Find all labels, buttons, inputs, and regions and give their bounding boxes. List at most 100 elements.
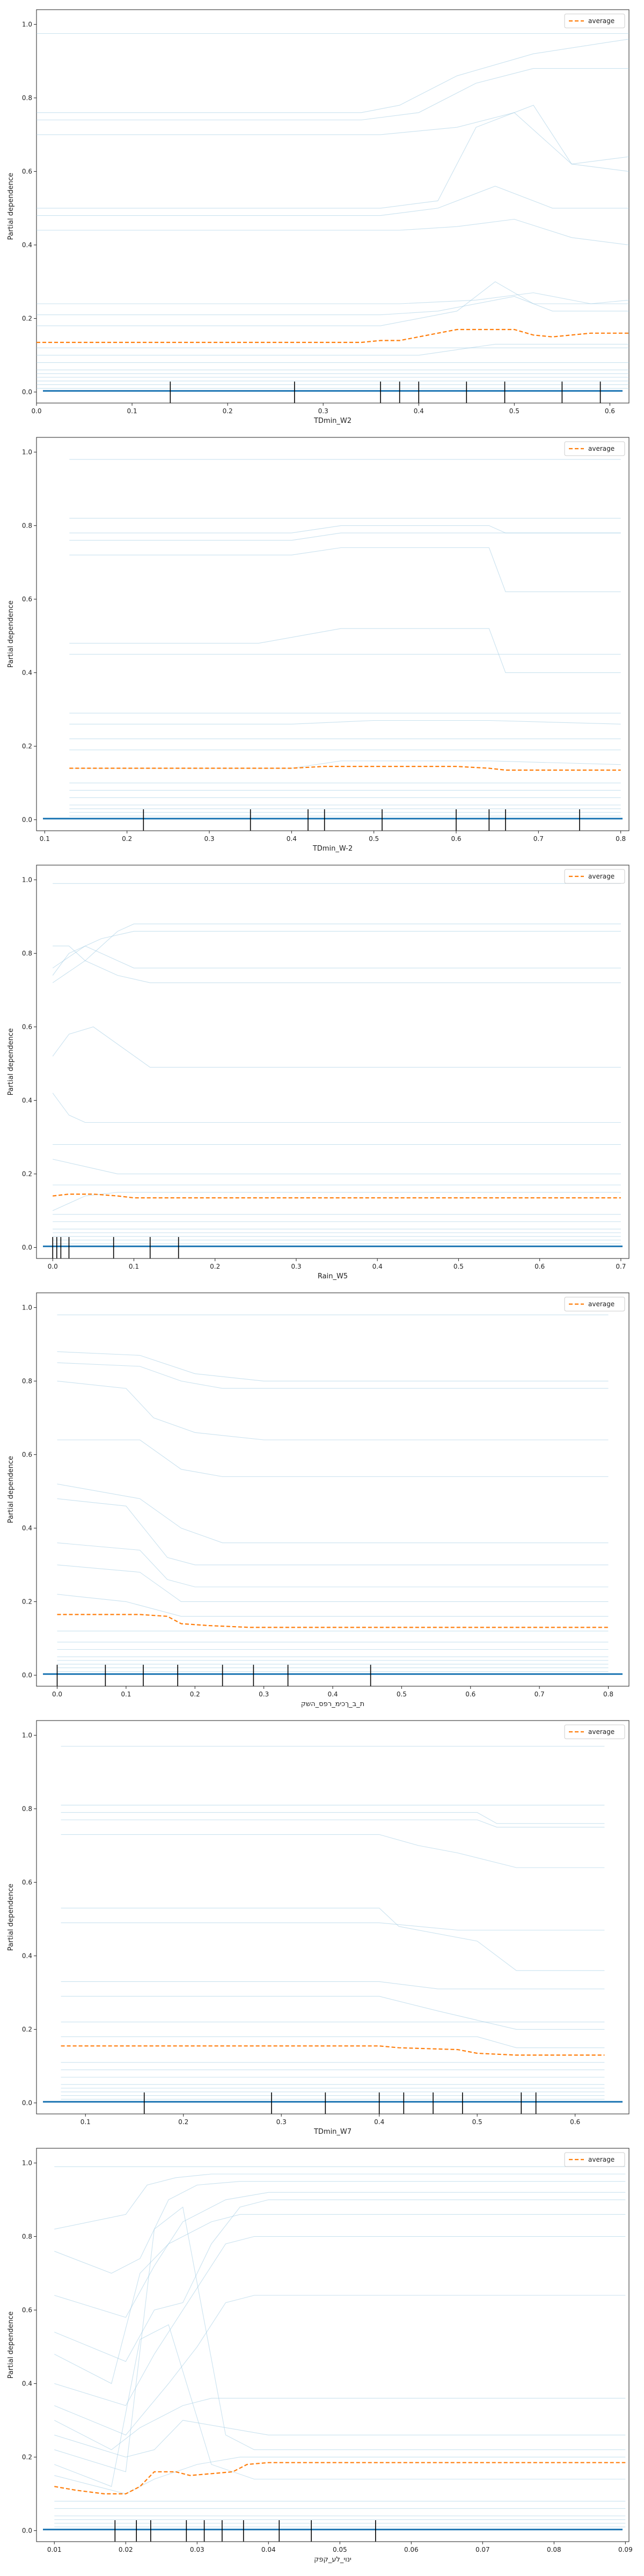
x-tick-label: 0.06 [404, 2546, 419, 2553]
y-tick-label: 0.0 [22, 1243, 32, 1251]
x-tick-label: 0.5 [509, 407, 519, 415]
average-line [69, 765, 621, 771]
plot-area [36, 9, 630, 404]
legend-box [564, 441, 625, 456]
y-axis-label: Partial dependence [7, 1456, 15, 1523]
y-tick-label: 1.0 [22, 2159, 32, 2167]
x-tick-label: 0.0 [52, 1690, 62, 1698]
ice-line [54, 2192, 626, 2318]
ice-line [54, 2420, 626, 2457]
ice-line [54, 2214, 626, 2384]
plot-area [36, 1292, 630, 1687]
ice-line [61, 2036, 605, 2048]
x-axis-label: ינוי_לע_קפק [314, 2556, 352, 2564]
y-tick-label: 1.0 [22, 448, 32, 456]
x-tick-label: 0.8 [603, 1690, 613, 1698]
x-axis-label: ת_ב_ךכימ_רפס_השק [301, 1700, 364, 1708]
y-tick-label: 1.0 [22, 20, 32, 28]
legend-label: average [588, 445, 614, 452]
ice-line [69, 532, 621, 541]
x-tick-label: 0.03 [190, 2546, 204, 2553]
y-axis-label: Partial dependence [7, 2311, 15, 2379]
y-axis-label: Partial dependence [7, 1884, 15, 1951]
x-tick-label: 0.3 [204, 835, 214, 843]
x-tick-label: 0.4 [372, 1263, 383, 1270]
x-tick-label: 0.2 [190, 1690, 200, 1698]
legend-box [564, 2152, 625, 2167]
x-tick-label: 0.1 [80, 2118, 91, 2126]
ice-line [61, 1981, 605, 1989]
y-tick-label: 0.0 [22, 2527, 32, 2534]
y-tick-label: 0.4 [22, 2380, 32, 2387]
ice-line [57, 1439, 609, 1477]
ice-line [52, 1192, 621, 1211]
x-tick-label: 0.5 [369, 835, 379, 843]
legend-box [564, 1297, 625, 1312]
x-tick-label: 0.6 [535, 1263, 545, 1270]
y-tick-label: 1.0 [22, 1731, 32, 1739]
y-tick-label: 0.0 [22, 816, 32, 823]
x-tick-label: 0.6 [570, 2118, 580, 2126]
ice-line [61, 1996, 605, 2030]
chart-panel-6: 0.01 0.02 0.03 0.04 0.05 0.06 0.07 0.08 0.09 0.0 0… [7, 2148, 633, 2564]
legend: average [564, 1297, 625, 1312]
ice-line [61, 1907, 605, 1971]
y-axis-label: Partial dependence [7, 1028, 15, 1095]
x-tick-label: 0.1 [127, 407, 137, 415]
legend-box [564, 1724, 625, 1739]
y-axis-label: Partial dependence [7, 601, 15, 668]
y-tick-label: 0.4 [22, 1952, 32, 1959]
ice-line [61, 1812, 605, 1824]
x-tick-label: 0.7 [616, 1263, 626, 1270]
x-tick-label: 0.5 [453, 1263, 464, 1270]
x-tick-label: 0.08 [547, 2546, 561, 2553]
ice-line [57, 1362, 609, 1389]
x-tick-label: 0.8 [616, 835, 626, 843]
x-axis-label: TDmin_W2 [313, 417, 352, 425]
ice-line [57, 1542, 609, 1587]
x-tick-label: 0.1 [129, 1263, 139, 1270]
x-axis-label: Rain_W5 [318, 1272, 348, 1280]
legend-box [564, 869, 625, 884]
x-tick-label: 0.7 [535, 1690, 545, 1698]
y-tick-label: 0.2 [22, 742, 32, 750]
y-tick-label: 0.2 [22, 314, 32, 322]
chart-panel-4: 0.0 0.1 0.2 0.3 0.4 0.5 0.6 0.7 0.8 0.0 0.2 0.4 0.6 0… [7, 1292, 630, 1708]
x-axis-label: TDmin_W7 [313, 2128, 352, 2136]
x-tick-label: 0.5 [397, 1690, 407, 1698]
average-line [53, 1194, 621, 1199]
legend-label: average [588, 2156, 614, 2163]
plot-area [36, 1720, 630, 2114]
ice-line [54, 2181, 626, 2274]
ice-line [57, 1498, 609, 1565]
ice-line [57, 1351, 609, 1381]
ice-line [54, 2206, 626, 2472]
y-tick-label: 0.2 [22, 1170, 32, 1177]
ice-line [52, 1093, 621, 1123]
y-axis-label: Partial dependence [7, 173, 15, 240]
y-tick-label: 0.6 [22, 595, 32, 603]
ice-line [52, 1026, 621, 1068]
x-tick-label: 0.3 [291, 1263, 301, 1270]
x-tick-label: 0.6 [451, 835, 461, 843]
y-tick-label: 0.4 [22, 241, 32, 248]
ice-line [69, 720, 621, 724]
ice-line [57, 1380, 609, 1440]
ice-line [69, 547, 621, 592]
y-tick-label: 0.2 [22, 2025, 32, 2033]
y-tick-label: 0.4 [22, 1096, 32, 1104]
y-tick-label: 0.0 [22, 1671, 32, 1679]
ice-line [36, 292, 630, 304]
plot-area [36, 2148, 630, 2542]
ice-line [57, 1483, 609, 1543]
x-tick-label: 0.4 [327, 1690, 338, 1698]
x-axis-label: TDmin_W-2 [312, 845, 353, 853]
chart-panel-5: 0.1 0.2 0.3 0.4 0.5 0.6 0.0 0.2 0.4 0.6 0.8 1.0 TDmi… [7, 1720, 630, 2136]
y-tick-label: 0.0 [22, 388, 32, 396]
y-tick-label: 0.0 [22, 2099, 32, 2106]
y-tick-label: 0.6 [22, 2306, 32, 2314]
y-tick-label: 0.8 [22, 1377, 32, 1385]
legend: average [564, 441, 625, 456]
ice-line [36, 186, 629, 216]
x-tick-label: 0.0 [31, 407, 41, 415]
